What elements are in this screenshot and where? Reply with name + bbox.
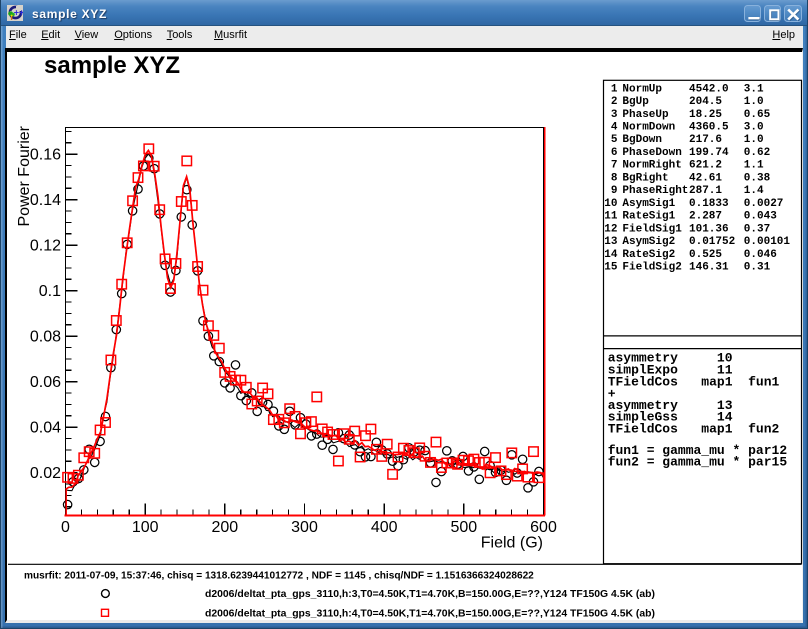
svg-text:+: + (608, 386, 616, 401)
svg-text:14: 14 (604, 249, 618, 261)
svg-text:0.12: 0.12 (30, 238, 61, 255)
svg-text:AsymSig1: AsymSig1 (622, 198, 675, 210)
svg-text:200: 200 (211, 519, 238, 536)
svg-text:BgRight: BgRight (622, 172, 668, 184)
svg-text:0.046: 0.046 (744, 249, 777, 261)
svg-text:PhaseUp: PhaseUp (622, 109, 669, 121)
svg-text:simplExpo 11: simplExpo 11 (608, 363, 733, 378)
svg-text:42.61: 42.61 (689, 172, 722, 184)
svg-text:1.0: 1.0 (744, 134, 764, 146)
svg-text:4: 4 (611, 122, 618, 134)
svg-text:4542.0: 4542.0 (689, 83, 729, 95)
svg-text:0.37: 0.37 (744, 223, 770, 235)
svg-text:0.38: 0.38 (744, 172, 771, 184)
svg-text:0.1: 0.1 (39, 283, 61, 300)
svg-text:0.1833: 0.1833 (689, 198, 729, 210)
svg-text:400: 400 (371, 519, 398, 536)
svg-text:AsymSig2: AsymSig2 (622, 236, 675, 248)
svg-text:0.00101: 0.00101 (744, 236, 791, 248)
svg-text:TFieldCos map1 fun2: TFieldCos map1 fun2 (608, 421, 780, 436)
svg-text:1: 1 (611, 83, 618, 95)
svg-text:0.06: 0.06 (30, 374, 61, 391)
svg-text:musrfit: 2011-07-09, 15:37:46,: musrfit: 2011-07-09, 15:37:46, chisq = 1… (24, 571, 534, 582)
svg-text:simpleGss 14: simpleGss 14 (608, 410, 733, 425)
svg-text:2.287: 2.287 (689, 211, 722, 223)
svg-text:5: 5 (611, 134, 618, 146)
svg-text:500: 500 (450, 519, 477, 536)
svg-text:PhaseDown: PhaseDown (622, 147, 681, 159)
svg-text:Field (G): Field (G) (481, 535, 543, 552)
svg-text:0.02: 0.02 (30, 465, 61, 482)
svg-text:0.16: 0.16 (30, 147, 61, 164)
svg-text:0.04: 0.04 (30, 420, 61, 437)
svg-text:204.5: 204.5 (689, 96, 722, 108)
svg-text:300: 300 (291, 519, 318, 536)
svg-text:199.74: 199.74 (689, 147, 729, 159)
svg-text:NormDown: NormDown (622, 122, 675, 134)
svg-text:7: 7 (611, 160, 618, 172)
svg-text:11: 11 (604, 211, 618, 223)
svg-text:BgDown: BgDown (622, 134, 662, 146)
svg-text:FieldSig1: FieldSig1 (622, 223, 682, 235)
svg-text:0.043: 0.043 (744, 211, 777, 223)
svg-text:sample XYZ: sample XYZ (44, 52, 180, 79)
svg-text:1.0: 1.0 (744, 96, 764, 108)
svg-text:0: 0 (61, 519, 70, 536)
svg-text:287.1: 287.1 (689, 185, 722, 197)
svg-text:3: 3 (611, 109, 618, 121)
svg-text:asymmetry 10: asymmetry 10 (608, 351, 733, 366)
svg-text:18.25: 18.25 (689, 109, 722, 121)
svg-text:0.01752: 0.01752 (689, 236, 735, 248)
svg-text:NormUp: NormUp (622, 83, 662, 95)
svg-text:d2006/deltat_pta_gps_3110,h:4,: d2006/deltat_pta_gps_3110,h:4,T0=4.50K,T… (205, 608, 655, 619)
svg-text:0.0027: 0.0027 (744, 198, 784, 210)
svg-text:Power Fourier: Power Fourier (16, 125, 33, 226)
svg-text:15: 15 (604, 262, 618, 274)
svg-text:asymmetry 13: asymmetry 13 (608, 398, 733, 413)
svg-text:FieldSig2: FieldSig2 (622, 262, 681, 274)
svg-text:13: 13 (604, 236, 618, 248)
svg-text:10: 10 (604, 198, 617, 210)
svg-text:600: 600 (530, 519, 557, 536)
svg-text:RateSig2: RateSig2 (622, 249, 675, 261)
svg-text:0.62: 0.62 (744, 147, 770, 159)
svg-text:217.6: 217.6 (689, 134, 722, 146)
svg-text:2: 2 (611, 96, 618, 108)
svg-text:PhaseRight: PhaseRight (622, 185, 688, 197)
svg-text:100: 100 (132, 519, 159, 536)
svg-text:146.31: 146.31 (689, 262, 729, 274)
svg-text:d2006/deltat_pta_gps_3110,h:3,: d2006/deltat_pta_gps_3110,h:3,T0=4.50K,T… (205, 589, 655, 600)
svg-text:0.65: 0.65 (744, 109, 771, 121)
svg-text:1.1: 1.1 (744, 160, 764, 172)
svg-text:BgUp: BgUp (622, 96, 649, 108)
svg-text:3.1: 3.1 (744, 83, 764, 95)
svg-text:8: 8 (611, 172, 618, 184)
svg-text:9: 9 (611, 185, 618, 197)
svg-text:fun2 = gamma_mu * par15: fun2 = gamma_mu * par15 (608, 455, 788, 470)
svg-text:101.36: 101.36 (689, 223, 729, 235)
svg-text:4360.5: 4360.5 (689, 122, 729, 134)
svg-text:0.14: 0.14 (30, 192, 61, 209)
svg-text:TFieldCos map1 fun1: TFieldCos map1 fun1 (608, 375, 780, 390)
svg-text:621.2: 621.2 (689, 160, 722, 172)
svg-text:0.31: 0.31 (744, 262, 771, 274)
svg-text:fun1 = gamma_mu * par12: fun1 = gamma_mu * par12 (608, 443, 788, 458)
svg-text:++: ++ (14, 8, 23, 18)
svg-text:0.08: 0.08 (30, 329, 61, 346)
svg-text:3.0: 3.0 (744, 122, 764, 134)
svg-text:RateSig1: RateSig1 (622, 211, 675, 223)
svg-text:0.525: 0.525 (689, 249, 722, 261)
svg-text:NormRight: NormRight (622, 160, 681, 172)
svg-text:12: 12 (604, 223, 617, 235)
svg-text:6: 6 (611, 147, 618, 159)
svg-text:1.4: 1.4 (744, 185, 764, 197)
